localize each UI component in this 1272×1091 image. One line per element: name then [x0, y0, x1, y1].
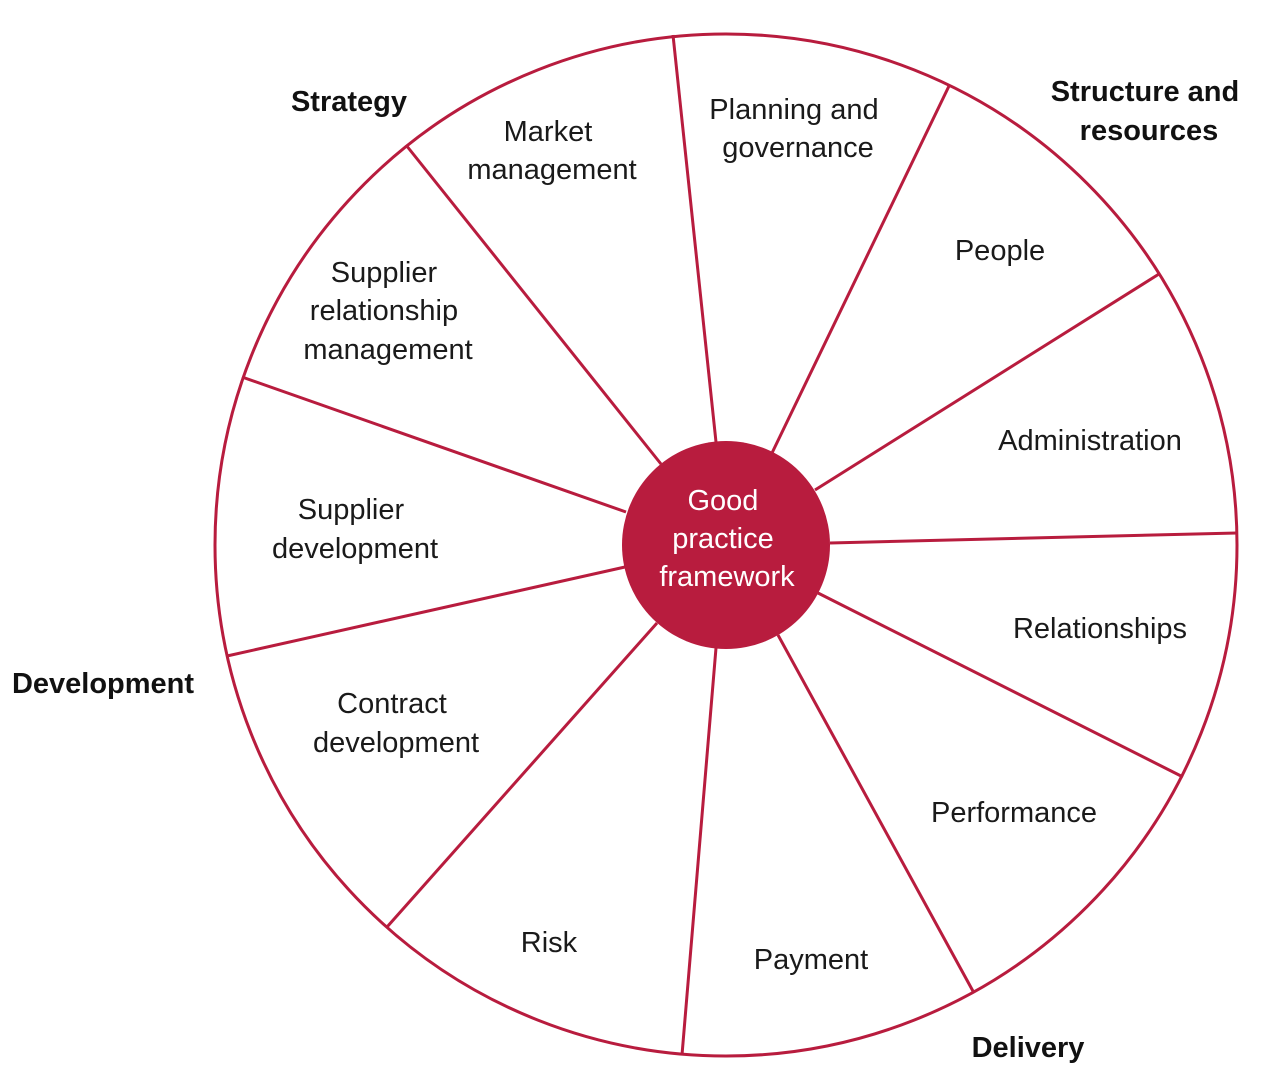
- segment-label-line: relationship: [310, 295, 458, 327]
- hub-circle: [622, 441, 830, 649]
- outer-ring: [213, 32, 1239, 1058]
- segment-label-line: management: [467, 154, 636, 186]
- segment-label-line: Administration: [998, 425, 1182, 457]
- hub-label-line: Good: [687, 485, 758, 517]
- spoke-3: [814, 272, 1160, 492]
- segment-payment: Payment: [754, 944, 868, 976]
- segment-label-line: management: [303, 334, 472, 366]
- spoke-11: [404, 144, 663, 465]
- group-strategy: Strategy: [291, 86, 407, 118]
- segment-label-line: development: [272, 533, 438, 565]
- segment-label-line: Supplier: [331, 257, 438, 289]
- spokes: [226, 34, 1238, 1056]
- segment-label-line: People: [955, 235, 1045, 267]
- hub-label-line: framework: [659, 561, 795, 593]
- segment-label-line: Planning and: [709, 94, 878, 126]
- segment-administration: Administration: [998, 425, 1182, 457]
- segment-label-line: Market: [504, 116, 593, 148]
- spoke-1: [671, 34, 718, 443]
- segment-performance: Performance: [931, 797, 1097, 829]
- spoke-9: [226, 565, 626, 658]
- segment-label-line: Contract: [337, 688, 447, 720]
- hub-label: Good practice framework: [659, 485, 795, 593]
- segment-people: People: [955, 235, 1045, 267]
- segment-label-line: Payment: [754, 944, 868, 976]
- segment-planning-and-governance: Planning and governance: [709, 94, 886, 164]
- segment-label-line: development: [313, 727, 479, 759]
- group-label-line: Strategy: [291, 86, 407, 118]
- segment-supplier-development: Supplier development: [272, 494, 438, 565]
- spoke-6: [776, 634, 976, 994]
- segment-label-line: governance: [722, 132, 874, 164]
- spoke-8: [385, 622, 659, 928]
- segment-supplier-relationship-management: Supplier relationship management: [303, 257, 472, 366]
- hub-label-line: practice: [672, 523, 774, 555]
- segment-contract-development: Contract development: [313, 688, 479, 759]
- segment-label-line: Risk: [521, 927, 578, 959]
- group-structure-and-resources: Structure and resources: [1051, 76, 1248, 147]
- spoke-7: [680, 647, 718, 1056]
- spoke-4: [829, 531, 1238, 545]
- spoke-10: [241, 375, 627, 514]
- segment-market-management: Market management: [467, 116, 636, 186]
- segment-label-line: Supplier: [298, 494, 405, 526]
- spoke-5: [817, 591, 1184, 779]
- group-label-line: Delivery: [972, 1032, 1085, 1064]
- segment-label-line: Relationships: [1013, 613, 1187, 645]
- group-label-line: Structure and: [1051, 76, 1240, 108]
- group-delivery: Delivery: [972, 1032, 1085, 1064]
- group-label-line: resources: [1080, 115, 1219, 147]
- spoke-2: [770, 85, 951, 454]
- segment-label-line: Performance: [931, 797, 1097, 829]
- group-label-line: Development: [12, 668, 194, 700]
- group-development: Development: [12, 668, 194, 700]
- segment-relationships: Relationships: [1013, 613, 1187, 645]
- segment-risk: Risk: [521, 927, 578, 959]
